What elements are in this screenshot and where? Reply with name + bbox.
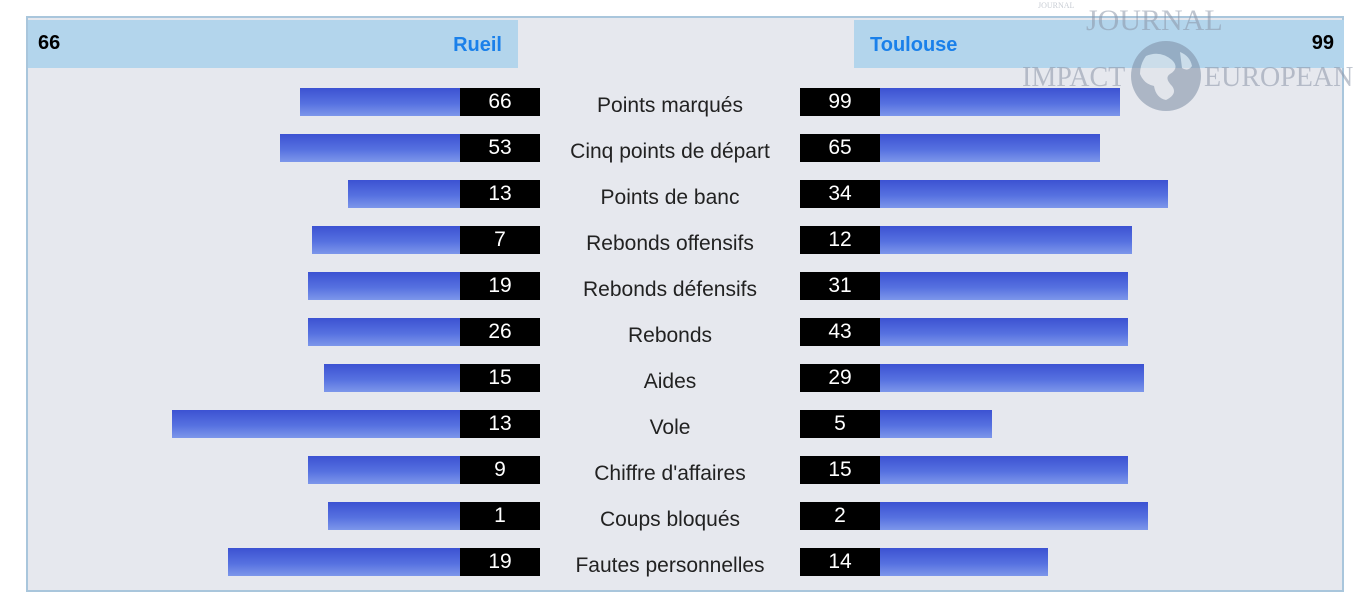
stat-row-aides: 15 Aides 29: [28, 364, 1344, 393]
away-value: 65: [800, 134, 880, 162]
stat-label: Rebonds offensifs: [586, 232, 754, 255]
stat-row-rebonds-offensifs: 7 Rebonds offensifs 12: [28, 226, 1344, 255]
home-value: 13: [460, 180, 540, 208]
away-value: 29: [800, 364, 880, 392]
home-value: 9: [460, 456, 540, 484]
home-value: 19: [460, 548, 540, 576]
away-bar: [880, 410, 992, 438]
home-score: 66: [38, 32, 61, 54]
home-value: 13: [460, 410, 540, 438]
away-bar: [880, 226, 1132, 254]
away-value: 99: [800, 88, 880, 116]
away-score: 99: [1311, 32, 1334, 54]
stat-label: Rebonds: [627, 324, 713, 347]
away-bar: [880, 456, 1128, 484]
stat-label: Fautes personnelles: [575, 554, 765, 577]
home-value: 1: [460, 502, 540, 530]
home-value: 19: [460, 272, 540, 300]
away-bar: [880, 364, 1144, 392]
away-team-name: Toulouse: [870, 34, 958, 56]
away-value: 43: [800, 318, 880, 346]
away-bar: [880, 180, 1168, 208]
stat-label: Points de banc: [600, 186, 740, 209]
stat-row-vole: 13 Vole 5: [28, 410, 1344, 439]
away-bar: [880, 502, 1148, 530]
stat-row-rebonds: 26 Rebonds 43: [28, 318, 1344, 347]
stat-row-rebonds-defensifs: 19 Rebonds défensifs 31: [28, 272, 1344, 301]
stat-label: Cinq points de départ: [570, 140, 770, 163]
away-bar: [880, 318, 1128, 346]
stat-row-chiffre-d-affaires: 9 Chiffre d'affaires 15: [28, 456, 1344, 485]
team-header-away: Toulouse 99: [854, 20, 1344, 68]
home-value: 15: [460, 364, 540, 392]
home-value: 26: [460, 318, 540, 346]
stat-label: Coups bloqués: [599, 508, 741, 531]
stat-row-points-marques: 66 Points marqués 99: [28, 88, 1344, 117]
stat-label: Aides: [643, 370, 697, 393]
team-header-home: 66 Rueil: [28, 20, 518, 68]
home-value: 7: [460, 226, 540, 254]
stat-label: Points marqués: [597, 94, 743, 117]
away-value: 2: [800, 502, 880, 530]
stat-row-cinq-points-de-depart: 53 Cinq points de départ 65: [28, 134, 1344, 163]
away-value: 15: [800, 456, 880, 484]
away-value: 34: [800, 180, 880, 208]
away-value: 14: [800, 548, 880, 576]
watermark-small-text: JOURNAL: [1038, 1, 1075, 10]
stat-label: Chiffre d'affaires: [594, 462, 746, 485]
stats-panel: 66 Rueil Toulouse 99 66 Points marqués 99 5…: [26, 16, 1344, 592]
stat-label: Vole: [649, 416, 691, 439]
away-value: 31: [800, 272, 880, 300]
away-bar: [880, 272, 1128, 300]
home-team-name: Rueil: [453, 34, 502, 56]
stat-row-points-de-banc: 13 Points de banc 34: [28, 180, 1344, 209]
stat-row-fautes-personnelles: 19 Fautes personnelles 14: [28, 548, 1344, 577]
stat-row-coups-bloques: 1 Coups bloqués 2: [28, 502, 1344, 531]
home-value: 53: [460, 134, 540, 162]
away-value: 5: [800, 410, 880, 438]
away-bar: [880, 134, 1100, 162]
home-value: 66: [460, 88, 540, 116]
away-value: 12: [800, 226, 880, 254]
away-bar: [880, 88, 1120, 116]
away-bar: [880, 548, 1048, 576]
stat-label: Rebonds défensifs: [583, 278, 757, 301]
